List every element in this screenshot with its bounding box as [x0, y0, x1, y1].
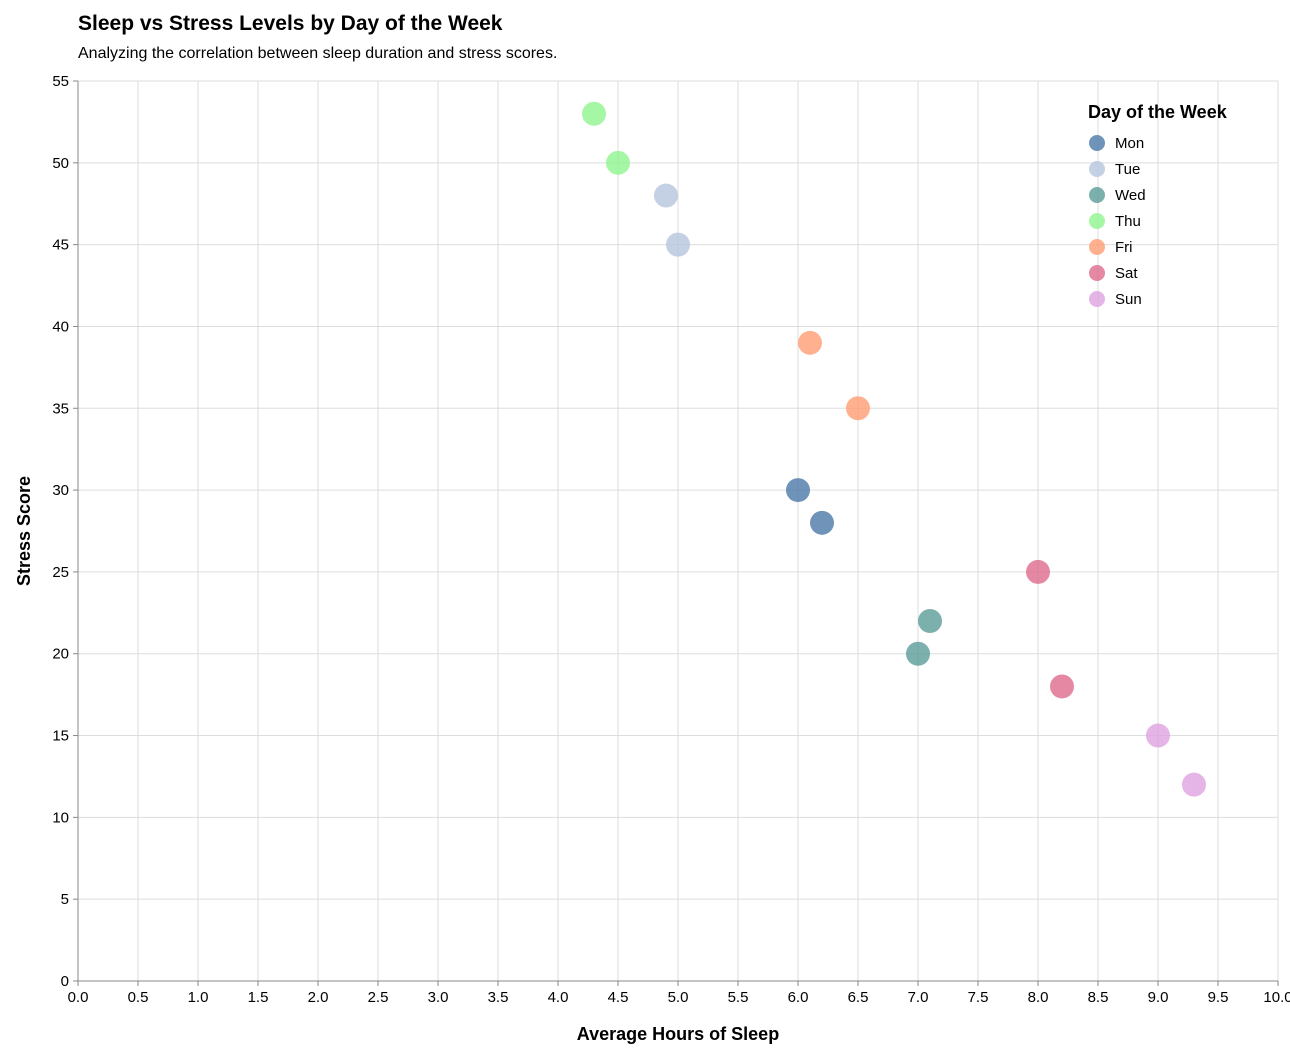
x-tick-label: 9.0	[1148, 989, 1169, 1006]
legend-label-wed: Wed	[1115, 187, 1146, 204]
data-point-tue[interactable]	[666, 232, 690, 257]
x-tick-label: 5.0	[668, 989, 689, 1006]
x-tick-label: 8.5	[1088, 989, 1109, 1006]
x-tick-label: 4.0	[548, 989, 569, 1006]
legend-swatch-sun	[1089, 291, 1105, 307]
legend-label-mon: Mon	[1115, 135, 1144, 152]
legend-label-fri: Fri	[1115, 239, 1133, 256]
x-tick-label: 6.5	[848, 989, 869, 1006]
y-tick-label: 5	[61, 891, 69, 908]
chart-subtitle: Analyzing the correlation between sleep …	[78, 45, 557, 62]
data-points	[582, 101, 1206, 797]
data-point-tue[interactable]	[654, 183, 678, 208]
y-tick-label: 30	[52, 482, 69, 499]
legend-swatch-wed	[1089, 187, 1105, 203]
legend-swatch-tue	[1089, 161, 1105, 177]
x-tick-label: 0.5	[128, 989, 149, 1006]
legend-label-tue: Tue	[1115, 161, 1140, 178]
data-point-sat[interactable]	[1026, 559, 1050, 584]
x-tick-label: 10.0	[1263, 989, 1290, 1006]
x-tick-label: 2.0	[308, 989, 329, 1006]
x-tick-label: 7.0	[908, 989, 929, 1006]
y-tick-label: 40	[52, 318, 69, 335]
legend-title: Day of the Week	[1088, 102, 1228, 122]
legend-swatch-mon	[1089, 135, 1105, 151]
x-tick-label: 9.5	[1208, 989, 1229, 1006]
x-tick-label: 3.0	[428, 989, 449, 1006]
y-tick-label: 15	[52, 728, 69, 745]
data-point-mon[interactable]	[786, 478, 810, 503]
legend-label-sun: Sun	[1115, 291, 1142, 308]
legend-swatch-fri	[1089, 239, 1105, 255]
data-point-thu[interactable]	[582, 101, 606, 126]
x-tick-label: 3.5	[488, 989, 509, 1006]
legend-swatch-thu	[1089, 213, 1105, 229]
y-tick-label: 35	[52, 400, 69, 417]
data-point-sun[interactable]	[1182, 772, 1206, 797]
data-point-thu[interactable]	[606, 150, 630, 175]
data-point-fri[interactable]	[846, 396, 870, 421]
y-tick-label: 20	[52, 646, 69, 663]
legend-swatch-sat	[1089, 265, 1105, 281]
x-tick-label: 5.5	[728, 989, 749, 1006]
legend-label-sat: Sat	[1115, 265, 1138, 282]
x-tick-label: 6.0	[788, 989, 809, 1006]
legend-label-thu: Thu	[1115, 213, 1141, 230]
legend: Day of the Week Mon Tue Wed Thu Fri Sat Sun	[1088, 102, 1228, 308]
axes: 0.0 0.5 1.0 1.5 2.0 2.5 3.0 3.5 4.0 4.5 5.0 5.5 6.0 6…	[52, 73, 1290, 1006]
x-tick-label: 0.0	[68, 989, 89, 1006]
chart-title: Sleep vs Stress Levels by Day of the Wee…	[78, 12, 503, 35]
y-tick-label: 50	[52, 155, 69, 172]
data-point-mon[interactable]	[810, 510, 834, 535]
x-axis-title: Average Hours of Sleep	[577, 1024, 779, 1044]
y-tick-label: 45	[52, 237, 69, 254]
y-tick-label: 25	[52, 564, 69, 581]
data-point-fri[interactable]	[798, 330, 822, 355]
x-tick-label: 8.0	[1028, 989, 1049, 1006]
y-tick-label: 0	[61, 973, 69, 990]
data-point-sun[interactable]	[1146, 723, 1170, 748]
data-point-wed[interactable]	[906, 641, 930, 666]
x-tick-label: 2.5	[368, 989, 389, 1006]
x-tick-label: 7.5	[968, 989, 989, 1006]
x-tick-label: 1.5	[248, 989, 269, 1006]
data-point-wed[interactable]	[918, 609, 942, 633]
data-point-sat[interactable]	[1050, 674, 1074, 699]
y-tick-label: 55	[52, 73, 69, 90]
x-tick-label: 4.5	[608, 989, 629, 1006]
x-tick-label: 1.0	[188, 989, 209, 1006]
y-tick-label: 10	[52, 809, 69, 826]
y-axis-title: Stress Score	[14, 476, 34, 586]
